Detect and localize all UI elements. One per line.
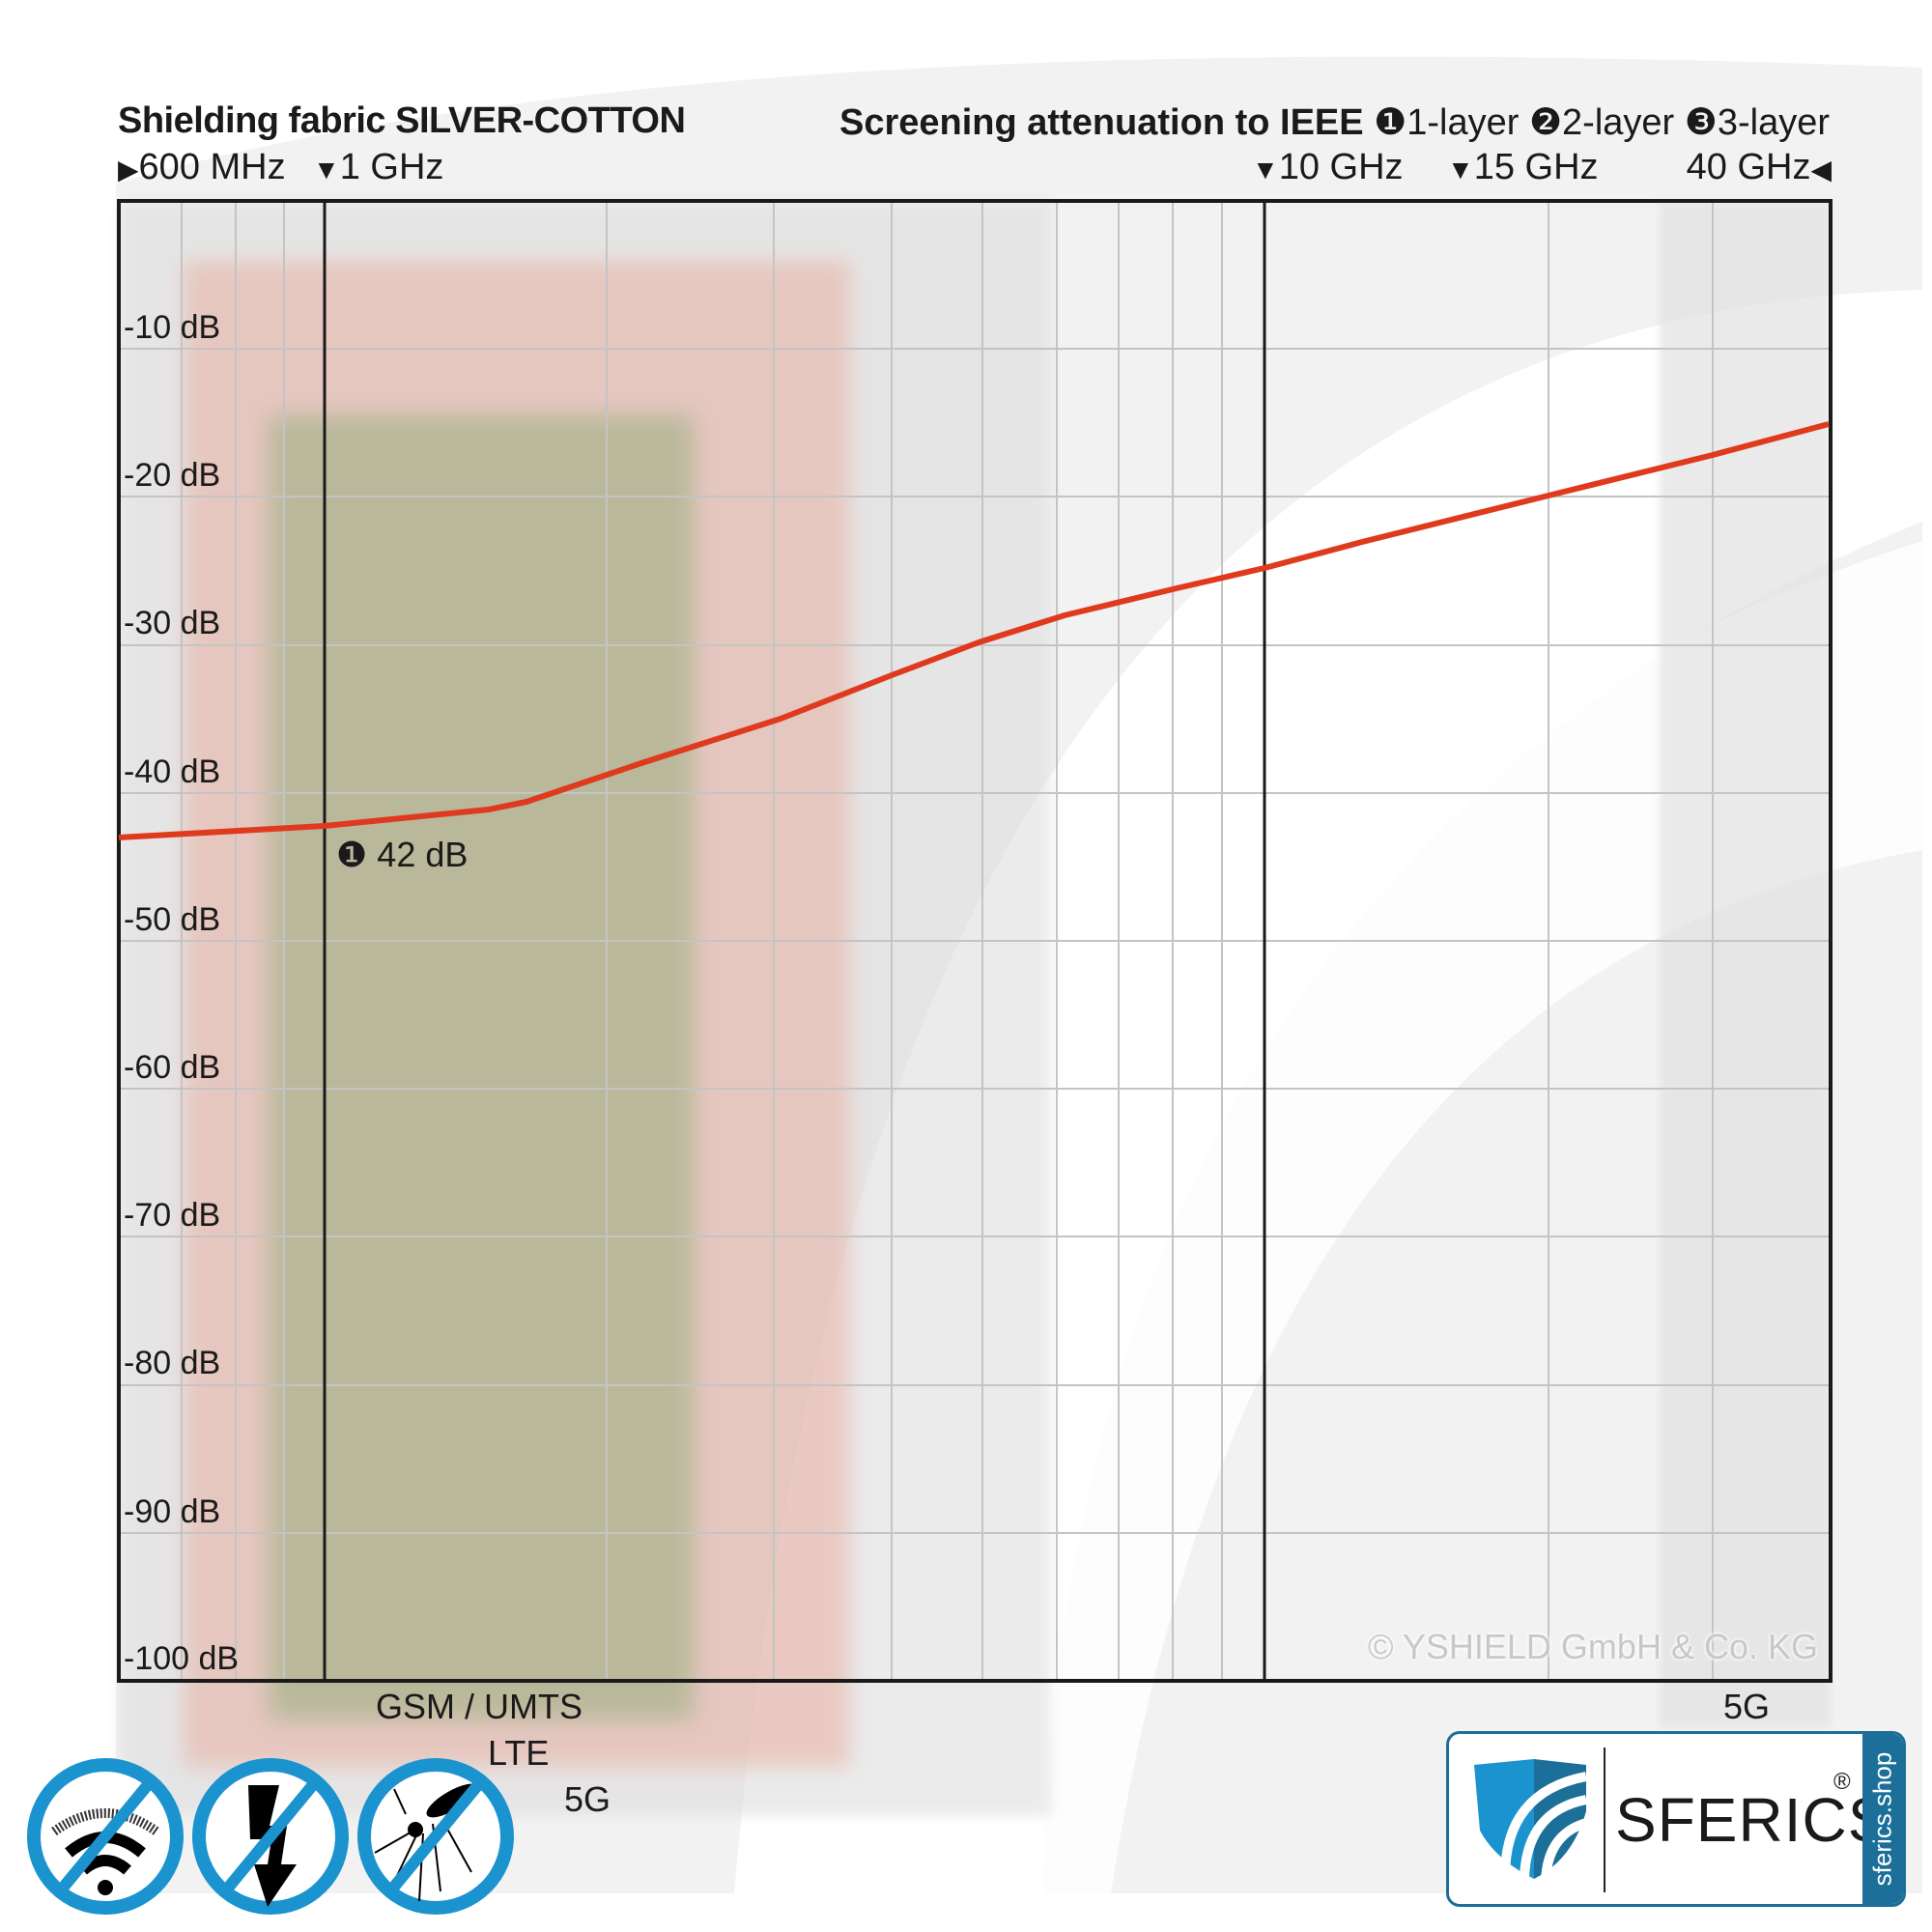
band-label-5g-high: 5G [1723,1687,1771,1726]
down-triangle-icon: ▼ [1447,155,1474,185]
attenuation-curve-1-layer [118,421,1830,840]
y-label: -90 dB [124,1493,221,1530]
legend-layer-1: 1-layer [1406,102,1520,143]
freq-marker-40ghz: 40 GHz◀ [1686,147,1832,187]
left-triangle-icon: ◀ [1810,155,1832,185]
no-wifi-icon [27,1758,184,1915]
band-5g-upper [1660,201,1831,1727]
legend-layer-3-marker: ❸ [1684,102,1718,143]
legend-title: Screening attenuation to IEEE [838,102,1364,143]
registered-mark: ® [1833,1769,1851,1795]
band-gsm-umts [269,415,694,1719]
y-label: -10 dB [124,309,221,346]
freq-marker-10ghz: ▼10 GHz [1252,147,1404,187]
y-label: -60 dB [124,1049,221,1086]
layer-1-marker: ❶ [336,835,368,874]
band-label-gsm-umts: GSM / UMTS [376,1687,582,1726]
y-label: -30 dB [124,605,221,641]
y-label: -100 dB [124,1640,240,1677]
chart-title: Shielding fabric SILVER-COTTON [118,100,686,141]
y-label: -70 dB [124,1197,221,1234]
freq-marker-600mhz: ▶600 MHz [118,147,286,187]
legend-layer-1-marker: ❶ [1374,102,1407,143]
plot-frame [117,199,1833,1683]
band-label-lte: LTE [488,1733,550,1773]
sferics-logo[interactable]: SFERICS ® sferics.shop [1446,1731,1906,1907]
y-label: -20 dB [124,457,221,494]
y-label: -80 dB [124,1345,221,1381]
legend-layer-2-marker: ❷ [1528,102,1563,143]
shield-icon [1474,1759,1588,1882]
y-label: -40 dB [124,753,221,790]
down-triangle-icon: ▼ [1252,155,1279,185]
no-lightning-icon [192,1758,349,1915]
legend-layer-3: 3-layer [1717,102,1830,143]
horizontal-gridlines [119,348,1831,1534]
freq-marker-15ghz: ▼15 GHz [1447,147,1599,187]
legend-layer-2: 2-layer [1562,102,1675,143]
value-annotation: ❶ 42 dB [336,835,469,874]
attenuation-legend: Screening attenuation to IEEE ❶1-layer ❷… [839,100,1830,144]
logo-url[interactable]: sferics.shop [1867,1751,1897,1887]
freq-marker-1ghz: ▼1 GHz [313,147,444,187]
logo-side-strip: sferics.shop [1862,1734,1903,1904]
logo-divider [1604,1747,1605,1892]
no-mosquito-icon [357,1758,514,1915]
band-label-5g: 5G [564,1779,611,1819]
right-triangle-icon: ▶ [118,155,139,185]
logo-brand: SFERICS [1615,1785,1890,1855]
y-label: -50 dB [124,901,221,938]
copyright-text: © YSHIELD GmbH & Co. KG [1368,1627,1818,1666]
down-triangle-icon: ▼ [313,155,340,185]
